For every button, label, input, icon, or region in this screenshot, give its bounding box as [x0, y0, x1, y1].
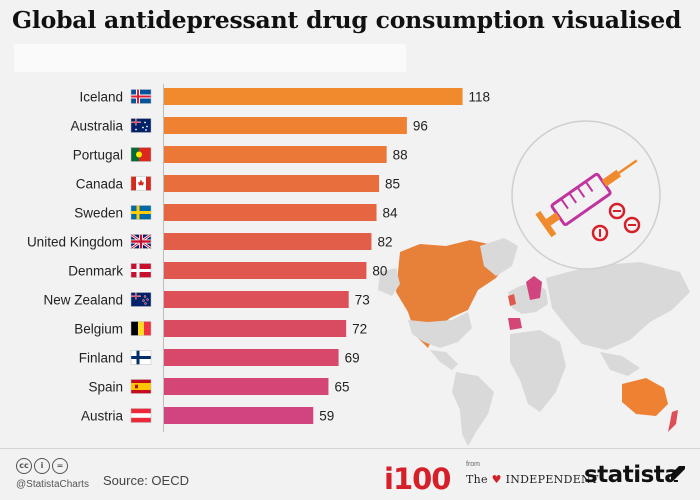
subtitle-band	[14, 44, 406, 72]
value-label-denmark: 80	[372, 264, 387, 279]
value-label-portugal: 88	[393, 148, 408, 163]
map-asia	[546, 262, 690, 350]
i100-text: i100	[384, 462, 451, 496]
map-south-america	[452, 372, 494, 446]
bar-denmark	[164, 262, 367, 279]
value-label-new-zealand: 73	[355, 293, 370, 308]
new-zealand-flag-icon	[130, 292, 152, 307]
bar-sweden	[164, 204, 377, 221]
value-label-sweden: 84	[383, 206, 399, 221]
pills-icon	[591, 202, 641, 242]
map-new-zealand	[668, 410, 678, 432]
chart: Iceland 118 Australia 96 Portugal 88 Canada 85 S…	[27, 84, 690, 446]
from-label: from	[466, 461, 480, 468]
map-greenland	[480, 238, 518, 276]
country-label-australia: Australia	[70, 119, 123, 134]
map-usa	[408, 312, 472, 348]
map-southeast-asia	[600, 352, 640, 376]
australia-flag-icon	[130, 118, 152, 133]
bar-spain	[164, 378, 329, 395]
statista-mark-icon	[671, 466, 685, 480]
country-label-spain: Spain	[88, 380, 123, 395]
illustration-circle	[511, 120, 661, 270]
bar-canada	[164, 175, 380, 192]
statista-logo[interactable]: statista	[584, 462, 680, 488]
country-label-austria: Austria	[81, 409, 124, 424]
country-label-iceland: Iceland	[79, 90, 123, 105]
denmark-flag-icon	[130, 263, 152, 278]
country-label-portugal: Portugal	[73, 148, 123, 163]
source-text: Source: OECD	[103, 473, 189, 488]
value-label-australia: 96	[413, 119, 428, 134]
bar-united-kingdom	[164, 233, 372, 250]
country-label-sweden: Sweden	[74, 206, 123, 221]
bar-belgium	[164, 320, 347, 337]
statista-handle[interactable]: @StatistaCharts	[16, 479, 89, 490]
independent-text: INDEPENDENT	[505, 473, 599, 486]
bar-austria	[164, 407, 314, 424]
bar-finland	[164, 349, 339, 366]
portugal-flag-icon	[130, 147, 152, 162]
heart-icon: ♥	[491, 473, 502, 486]
country-label-denmark: Denmark	[68, 264, 123, 279]
country-label-belgium: Belgium	[74, 322, 123, 337]
value-label-canada: 85	[385, 177, 400, 192]
sweden-flag-icon	[130, 205, 152, 220]
belgium-flag-icon	[130, 321, 152, 336]
country-label-finland: Finland	[79, 351, 123, 366]
world-map	[378, 238, 690, 446]
license-icons: cc i =	[16, 458, 68, 474]
i100-logo[interactable]: i100	[384, 462, 451, 496]
map-scandinavia	[526, 276, 542, 300]
map-north-america	[396, 240, 508, 348]
canada-flag-icon	[130, 176, 152, 191]
austria-flag-icon	[130, 408, 152, 423]
footer: cc i = @StatistaCharts Source: OECD i100…	[0, 448, 700, 500]
country-label-united-kingdom: United Kingdom	[27, 235, 123, 250]
uk-flag-icon	[130, 233, 152, 250]
syringe-icon	[535, 159, 638, 238]
bars-layer: Iceland 118 Australia 96 Portugal 88 Canada 85 S…	[27, 88, 490, 424]
country-label-canada: Canada	[76, 177, 124, 192]
finland-flag-icon	[130, 350, 152, 365]
iceland-flag-icon	[130, 89, 152, 104]
map-iberia	[508, 318, 522, 330]
value-label-spain: 65	[334, 380, 349, 395]
map-africa	[510, 330, 566, 412]
value-label-iceland: 118	[469, 90, 491, 105]
bar-australia	[164, 117, 407, 134]
value-label-austria: 59	[319, 409, 334, 424]
chart-title: Global antidepressant drug consumption v…	[12, 6, 682, 34]
independent-logo[interactable]: The ♥ INDEPENDENT	[466, 473, 599, 486]
value-label-united-kingdom: 82	[377, 235, 392, 250]
no-derivatives-icon: =	[52, 458, 68, 474]
map-uk-ireland	[508, 294, 516, 306]
map-australia	[622, 378, 668, 416]
cc-license-icon: cc	[16, 458, 32, 474]
syringe-illustration	[511, 120, 661, 270]
map-alaska	[378, 268, 400, 296]
bar-new-zealand	[164, 291, 349, 308]
value-label-finland: 69	[345, 351, 360, 366]
map-central-america	[430, 350, 458, 370]
country-label-new-zealand: New Zealand	[43, 293, 123, 308]
value-label-belgium: 72	[352, 322, 367, 337]
attribution-icon: i	[34, 458, 50, 474]
bar-iceland	[164, 88, 463, 105]
bar-portugal	[164, 146, 387, 163]
spain-flag-icon	[130, 379, 152, 394]
